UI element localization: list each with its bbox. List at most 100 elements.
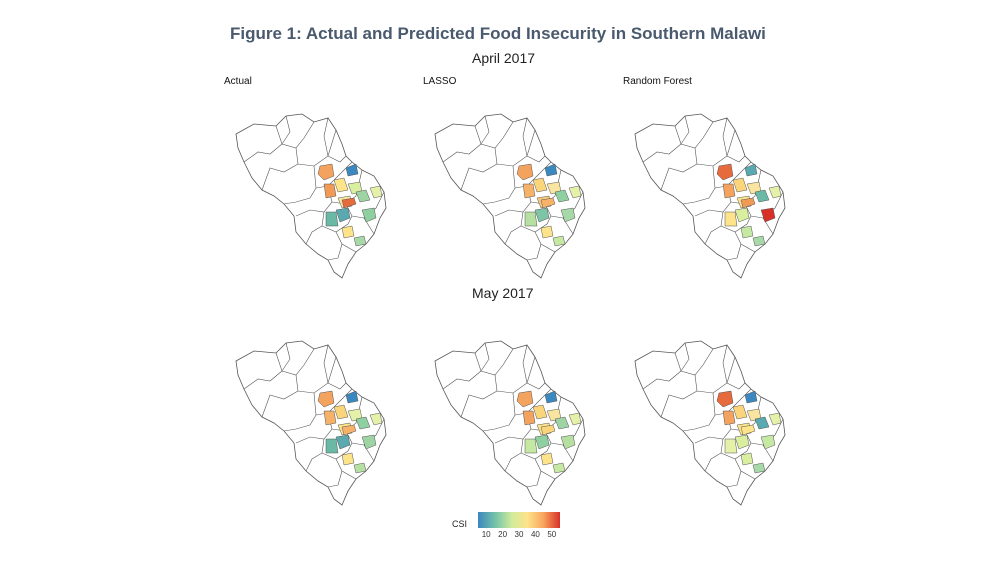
district-shaded — [540, 197, 556, 209]
district-boundary — [534, 215, 552, 233]
district-shaded — [568, 412, 582, 426]
district-boundary — [682, 165, 716, 205]
district-boundary — [323, 117, 329, 157]
district-shaded — [522, 183, 536, 199]
district-shaded — [335, 434, 351, 450]
district-boundary — [526, 155, 546, 163]
district-shaded — [323, 410, 337, 426]
district-shaded — [568, 185, 582, 199]
malawi-map — [235, 113, 387, 279]
district-shaded — [544, 390, 558, 404]
district-shaded — [732, 404, 748, 420]
district-boundary — [514, 388, 552, 416]
district-shaded — [361, 207, 377, 223]
district-shaded — [740, 197, 756, 209]
legend-tick: 30 — [514, 530, 524, 539]
malawi-map — [634, 340, 786, 506]
district-shaded — [740, 452, 754, 466]
district-shaded — [744, 163, 758, 177]
district-boundary — [243, 370, 283, 390]
district-boundary — [526, 382, 546, 390]
district-boundary — [714, 161, 752, 189]
district-shaded — [734, 434, 750, 450]
map-panel-april-lasso: LASSO — [423, 76, 623, 279]
district-shaded — [744, 390, 758, 404]
legend-tick: 40 — [530, 530, 540, 539]
district-shaded — [369, 412, 383, 426]
district-shaded — [341, 197, 357, 209]
district-boundary — [283, 392, 317, 432]
section-title-april: April 2017 — [472, 50, 536, 66]
district-boundary — [323, 344, 329, 384]
district-boundary — [283, 165, 317, 205]
district-boundary — [281, 115, 291, 145]
district-shaded — [768, 412, 782, 426]
district-boundary — [442, 370, 482, 390]
district-shaded — [760, 207, 776, 223]
panel-label: Random Forest — [623, 76, 692, 87]
district-boundary — [744, 430, 774, 462]
district-boundary — [520, 452, 556, 480]
district-boundary — [305, 211, 325, 245]
district-boundary — [660, 390, 698, 418]
district-boundary — [522, 344, 528, 384]
district-shaded — [345, 390, 359, 404]
district-shaded — [754, 416, 770, 430]
district-shaded — [522, 410, 536, 426]
district-shaded — [724, 438, 738, 454]
district-boundary — [734, 442, 752, 460]
district-shaded — [325, 438, 339, 454]
district-boundary — [520, 225, 556, 253]
district-boundary — [704, 438, 724, 472]
panel-label: Actual — [224, 76, 252, 87]
malawi-map — [434, 340, 586, 506]
district-boundary — [526, 243, 542, 261]
district-boundary — [726, 470, 742, 488]
district-boundary — [504, 211, 524, 245]
csi-legend: CSI 10 20 30 40 50 — [452, 510, 572, 544]
district-boundary — [726, 155, 746, 163]
district-shaded — [325, 211, 339, 227]
district-shaded — [355, 416, 371, 430]
legend-tick: 20 — [498, 530, 508, 539]
district-boundary — [534, 442, 552, 460]
district-shaded — [341, 452, 355, 466]
district-shaded — [353, 462, 367, 474]
district-shaded — [560, 207, 576, 223]
district-shaded — [734, 207, 750, 223]
district-boundary — [642, 370, 682, 390]
district-shaded — [540, 225, 554, 239]
district-shaded — [323, 183, 337, 199]
district-boundary — [734, 215, 752, 233]
district-boundary — [327, 382, 347, 390]
district-shaded — [552, 462, 566, 474]
district-shaded — [740, 424, 756, 436]
district-boundary — [642, 143, 682, 163]
district-boundary — [680, 342, 690, 372]
district-shaded — [716, 163, 734, 181]
panel-label: LASSO — [423, 76, 457, 87]
district-boundary — [321, 225, 357, 253]
district-boundary — [726, 382, 746, 390]
district-shaded — [534, 434, 550, 450]
district-boundary — [335, 215, 353, 233]
district-shaded — [317, 390, 335, 408]
district-boundary — [660, 163, 698, 191]
map-panel-may-lasso — [423, 303, 623, 506]
district-boundary — [442, 143, 482, 163]
section-title-may: May 2017 — [472, 285, 534, 301]
district-boundary — [544, 430, 574, 462]
district-boundary — [345, 430, 375, 462]
map-panel-may-actual — [224, 303, 424, 506]
district-boundary — [514, 161, 552, 189]
legend-tick: 50 — [547, 530, 557, 539]
malawi-map — [634, 113, 786, 279]
district-shaded — [752, 462, 766, 474]
district-boundary — [714, 388, 752, 416]
district-shaded — [516, 163, 534, 181]
district-boundary — [680, 115, 690, 145]
district-shaded — [716, 390, 734, 408]
district-boundary — [744, 203, 774, 235]
district-boundary — [281, 342, 291, 372]
district-shaded — [361, 434, 377, 450]
